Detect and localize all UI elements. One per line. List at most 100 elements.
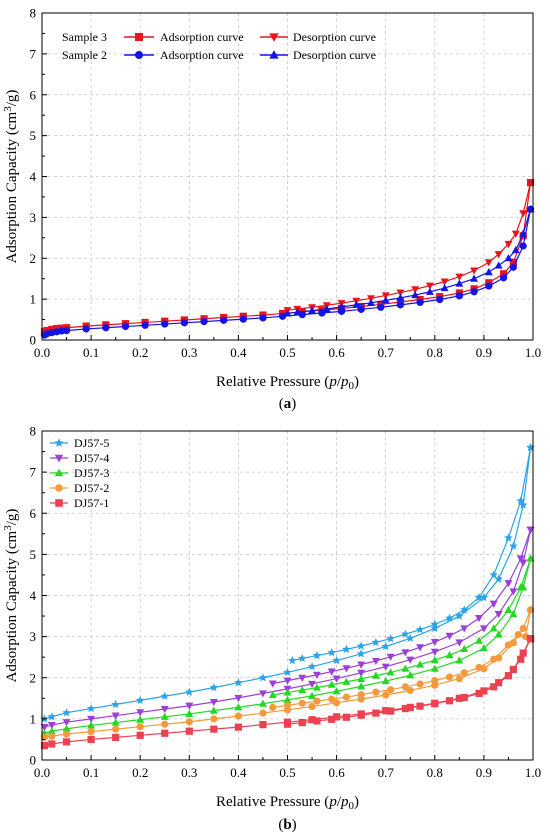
data-point-b-dj57-3-adsorption <box>381 676 390 685</box>
x-tick-label: 0.0 <box>34 345 50 360</box>
x-tick-label: 0.0 <box>34 765 50 780</box>
chart-panel-a: 0.0 0.1 0.2 0.3 0.4 0.5 0.6 0.7 0.8 0.9 1.0 0 1 2 3 4 5… <box>2 6 541 413</box>
legend-marker <box>54 454 64 463</box>
data-point-b-dj57-5-adsorption <box>47 712 57 721</box>
y-tick-label: 2 <box>30 670 37 685</box>
data-point-b-dj57-3-desorption <box>357 674 366 683</box>
data-point-a-group1-adsorption <box>499 274 508 282</box>
data-point-b-dj57-5-adsorption <box>455 611 464 620</box>
legend-marker <box>135 33 143 41</box>
series-b-dj57-1-desorption <box>283 635 535 728</box>
data-point-a-group1-adsorption <box>298 311 306 319</box>
data-point-b-dj57-5-desorption <box>445 613 454 622</box>
x-tick-label: 0.8 <box>427 345 443 360</box>
data-point-b-dj57-4-desorption <box>460 625 469 633</box>
y-tick-label: 8 <box>30 424 37 439</box>
data-point-a-group1-desorption <box>381 296 390 304</box>
data-point-b-dj57-2-desorption <box>283 701 292 709</box>
data-point-b-dj57-4-desorption <box>342 665 351 673</box>
legend-label: DJ57-5 <box>74 436 109 450</box>
legend-marker <box>55 484 63 492</box>
data-point-b-dj57-2-adsorption <box>259 709 267 717</box>
data-point-a-group1-desorption <box>283 309 292 317</box>
data-point-b-dj57-4-desorption <box>504 580 513 588</box>
data-point-a-group1-desorption <box>322 304 331 312</box>
data-point-b-dj57-1-desorption <box>357 711 365 719</box>
data-point-b-dj57-4-desorption <box>516 555 525 563</box>
x-tick-label: 0.3 <box>181 765 197 780</box>
x-tick-label: 0.1 <box>83 765 99 780</box>
data-point-a-group0-desorption <box>470 267 479 275</box>
y-tick-label: 0 <box>30 753 37 768</box>
data-point-b-dj57-1-adsorption <box>62 738 71 746</box>
series-line-b-dj57-3-adsorption <box>44 558 532 734</box>
series-line-b-dj57-5-desorption <box>292 447 532 662</box>
data-point-b-dj57-2-adsorption <box>519 624 527 633</box>
data-point-b-dj57-2-desorption <box>313 697 321 705</box>
legend-label: DJ57-2 <box>74 481 109 495</box>
data-point-b-dj57-1-desorption <box>372 709 380 717</box>
data-point-b-dj57-5-adsorption <box>430 623 440 633</box>
x-tick-label: 1.0 <box>525 765 541 780</box>
data-point-a-group1-adsorption <box>180 319 188 327</box>
data-point-b-dj57-2-adsorption <box>333 699 341 707</box>
data-point-b-dj57-1-adsorption <box>48 740 56 748</box>
y-tick-label: 4 <box>30 169 37 184</box>
series-b-dj57-4-desorption <box>268 526 535 688</box>
data-point-a-group1-adsorption <box>220 316 228 324</box>
data-point-b-dj57-5-adsorption <box>356 649 366 658</box>
series-b-dj57-3-adsorption <box>40 554 535 737</box>
grid-lines-a <box>42 13 533 340</box>
data-point-a-group1-adsorption <box>121 322 130 331</box>
data-point-b-dj57-2-desorption <box>401 683 409 691</box>
x-tick-label: 0.7 <box>378 345 395 360</box>
data-point-a-group1-adsorption <box>141 321 149 329</box>
data-point-b-dj57-5-adsorption <box>494 574 503 583</box>
data-point-b-dj57-1-adsorption <box>210 725 218 733</box>
data-point-b-dj57-2-desorption <box>298 699 306 707</box>
data-point-b-dj57-4-adsorption <box>136 709 145 717</box>
data-point-b-dj57-1-desorption <box>342 713 351 721</box>
data-point-a-group1-adsorption <box>82 325 90 333</box>
data-point-a-group1-desorption <box>440 283 449 292</box>
data-point-b-dj57-3-adsorption <box>283 695 292 704</box>
data-point-b-dj57-4-desorption <box>386 653 395 661</box>
data-point-b-dj57-3-adsorption <box>136 715 145 723</box>
data-point-a-group1-adsorption <box>519 242 527 250</box>
y-tick-label: 4 <box>30 588 37 603</box>
series-b-dj57-2-desorption <box>269 606 535 711</box>
data-point-b-dj57-5-adsorption <box>185 687 194 696</box>
data-point-b-dj57-4-adsorption <box>455 639 464 647</box>
data-point-b-dj57-1-desorption <box>298 718 306 727</box>
data-point-b-dj57-5-desorption <box>401 629 410 638</box>
data-point-b-dj57-4-adsorption <box>406 656 415 664</box>
series-a-group1-desorption <box>283 205 535 317</box>
y-axis-label-a: Adsorption Capacity (cm3/g) <box>2 90 20 264</box>
data-point-b-dj57-5-desorption <box>386 634 395 643</box>
x-tick-label: 0.3 <box>181 345 197 360</box>
y-tick-label: 7 <box>30 465 37 480</box>
y-tick-label: 3 <box>30 210 37 225</box>
data-point-b-dj57-2-adsorption <box>136 723 144 731</box>
data-point-b-dj57-3-adsorption <box>47 727 56 735</box>
data-point-b-dj57-2-desorption <box>460 669 468 677</box>
x-tick-label: 0.2 <box>132 345 148 360</box>
data-point-b-dj57-3-adsorption <box>258 699 267 707</box>
x-tick-label: 1.0 <box>525 345 541 360</box>
legend-desorption-label: Desorption curve <box>293 30 376 44</box>
data-point-b-dj57-4-desorption <box>327 668 336 676</box>
data-point-b-dj57-3-desorption <box>430 655 439 664</box>
data-point-a-group1-desorption <box>352 300 361 308</box>
data-point-b-dj57-5-adsorption <box>135 695 145 705</box>
data-point-b-dj57-2-adsorption <box>112 725 120 733</box>
x-tick-label: 0.4 <box>230 345 247 360</box>
data-point-b-dj57-5-desorption <box>288 655 297 665</box>
data-point-b-dj57-5-adsorption <box>86 704 96 713</box>
data-point-b-dj57-5-desorption <box>371 637 381 647</box>
data-point-b-dj57-4-adsorption <box>160 705 169 714</box>
data-point-b-dj57-3-adsorption <box>160 712 169 720</box>
data-point-b-dj57-1-desorption <box>431 700 439 708</box>
data-point-a-group0-desorption <box>425 282 434 290</box>
data-point-b-dj57-4-adsorption <box>332 675 341 683</box>
data-point-b-dj57-5-adsorption <box>479 593 489 602</box>
